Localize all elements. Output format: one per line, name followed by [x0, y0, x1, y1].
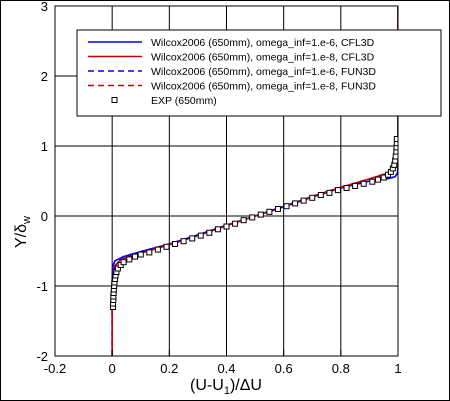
- y-tick-label: 1: [41, 139, 48, 154]
- legend-label: Wilcox2006 (650mm), omega_inf=1.e-8, FUN…: [151, 81, 376, 93]
- data-point: [249, 214, 256, 221]
- data-point: [232, 220, 239, 227]
- data-point: [126, 256, 133, 263]
- data-point: [292, 200, 299, 207]
- legend-label: Wilcox2006 (650mm), omega_inf=1.e-6, FUN…: [151, 66, 376, 78]
- x-tick-label: 0.4: [217, 361, 235, 376]
- x-tick-label: 0.6: [275, 361, 293, 376]
- x-tick-label: -0.2: [44, 361, 66, 376]
- data-point: [352, 182, 359, 189]
- x-tick-label: 1: [394, 361, 401, 376]
- legend: Wilcox2006 (650mm), omega_inf=1.e-6, CFL…: [76, 29, 442, 117]
- series-5: [110, 136, 398, 310]
- data-point: [189, 235, 196, 242]
- y-tick-label: 3: [41, 0, 48, 14]
- data-point: [300, 197, 307, 204]
- y-tick-label: -1: [36, 279, 48, 294]
- data-point: [369, 178, 376, 185]
- data-point: [146, 249, 153, 256]
- x-tick-label: 0: [109, 361, 116, 376]
- legend-label: EXP (650mm): [151, 95, 217, 107]
- data-point: [392, 153, 398, 160]
- axis-ticks: -0.2 0 0.2 0.4 0.6 0.8 1 -2 -1 0 1 2 3: [36, 0, 401, 376]
- y-axis-title: Y/δw: [13, 216, 33, 248]
- data-point: [132, 253, 139, 260]
- y-tick-label: -2: [36, 349, 48, 364]
- data-point: [163, 243, 170, 250]
- legend-box: [76, 29, 442, 117]
- data-point: [137, 251, 144, 258]
- data-point: [223, 223, 230, 230]
- data-point: [180, 238, 187, 245]
- data-point: [317, 192, 324, 198]
- legend-entry: Wilcox2006 (650mm), omega_inf=1.e-8, FUN…: [88, 81, 376, 93]
- data-point: [283, 203, 290, 210]
- x-tick-label: 0.8: [332, 361, 350, 376]
- data-point: [360, 180, 367, 187]
- series-layer: [110, 6, 398, 356]
- legend-label: Wilcox2006 (650mm), omega_inf=1.e-6, CFL…: [151, 37, 375, 49]
- x-tick-label: 0.2: [160, 361, 178, 376]
- legend-marker: [111, 97, 118, 103]
- data-point: [326, 189, 333, 196]
- data-point: [154, 246, 161, 253]
- data-point: [343, 185, 350, 191]
- data-point: [172, 241, 179, 247]
- legend-entry: Wilcox2006 (650mm), omega_inf=1.e-6, CFL…: [88, 37, 375, 49]
- data-point: [240, 217, 247, 224]
- data-point: [274, 206, 281, 212]
- legend-label: Wilcox2006 (650mm), omega_inf=1.e-8, CFL…: [151, 52, 375, 64]
- legend-entry: EXP (650mm): [111, 95, 217, 107]
- data-point: [257, 211, 264, 218]
- data-point: [206, 229, 213, 236]
- legend-entry: Wilcox2006 (650mm), omega_inf=1.e-6, FUN…: [88, 66, 376, 78]
- data-point: [309, 194, 316, 201]
- data-point: [334, 187, 341, 194]
- data-point: [374, 176, 381, 183]
- data-point: [214, 226, 221, 233]
- y-tick-label: 2: [41, 69, 48, 84]
- data-point: [266, 208, 273, 215]
- y-tick-label: 0: [41, 209, 48, 224]
- data-point: [197, 232, 204, 239]
- x-axis-title: (U-U1)/ΔU: [190, 377, 262, 397]
- data-point: [393, 136, 398, 142]
- legend-entry: Wilcox2006 (650mm), omega_inf=1.e-8, CFL…: [88, 52, 375, 64]
- data-point: [120, 259, 127, 266]
